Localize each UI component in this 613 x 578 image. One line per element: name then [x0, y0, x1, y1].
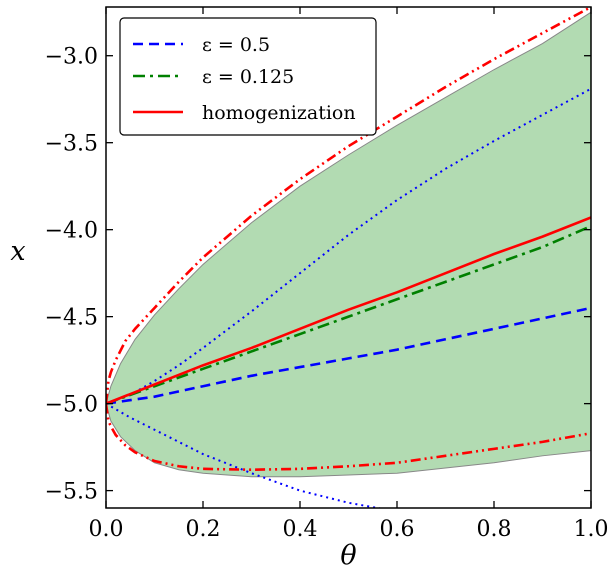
series-layer	[106, 7, 591, 508]
x-tick-label: 1.0	[574, 517, 609, 542]
legend-label-eps-0.5: ε = 0.5	[202, 34, 270, 56]
y-tick-label: −3.5	[45, 132, 98, 157]
y-tick-label: −4.0	[45, 219, 98, 244]
x-tick-label: 0.2	[186, 517, 221, 542]
series-line-3	[106, 216, 591, 405]
x-tick-label: 0.0	[89, 517, 124, 542]
x-axis-title: θ	[340, 540, 356, 571]
series-line-4	[106, 87, 591, 405]
y-tick-label: −5.0	[45, 393, 98, 418]
series-line-1	[106, 306, 591, 405]
x-tick-label: 0.8	[477, 517, 512, 542]
x-tick-label: 0.4	[283, 517, 318, 542]
series-line-6	[106, 7, 591, 404]
x-tick-label: 0.6	[380, 517, 415, 542]
tick-layer: 0.0 0.2 0.4 0.6 0.8 1.0 −5.5 −5.0 −4.5 −4.0 −3.5 −3…	[45, 7, 609, 542]
y-axis-title: x	[10, 236, 25, 267]
y-tick-label: −5.5	[45, 480, 98, 505]
series-line-5	[106, 402, 384, 508]
legend: ε = 0.5 ε = 0.125 homogenization	[119, 17, 377, 136]
series-line-2	[106, 224, 591, 405]
y-tick-label: −3.0	[45, 45, 98, 70]
plot-frame	[105, 6, 592, 509]
series-line-7	[106, 403, 591, 472]
y-tick-label: −4.5	[45, 306, 98, 331]
legend-box	[119, 17, 377, 136]
legend-label-homogenization: homogenization	[202, 102, 356, 124]
legend-label-eps-0.125: ε = 0.125	[202, 66, 294, 88]
